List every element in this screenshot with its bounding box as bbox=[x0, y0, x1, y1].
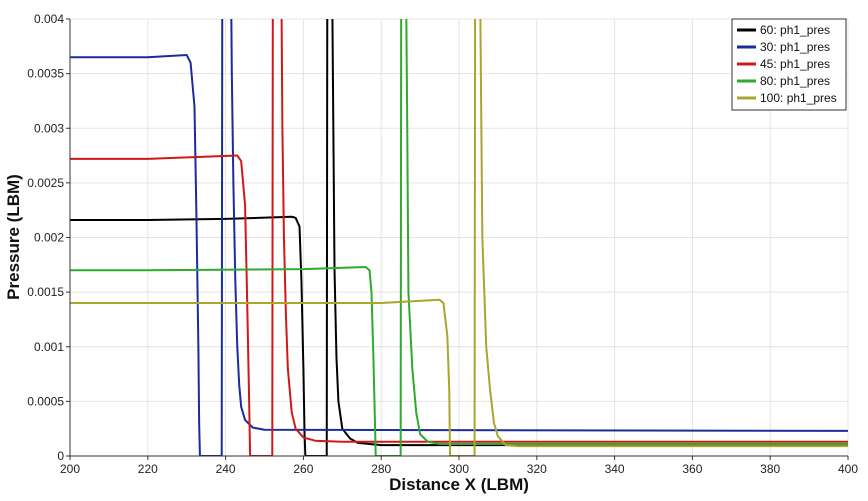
y-axis-title: Pressure (LBM) bbox=[4, 174, 23, 300]
y-tick-label: 0.003 bbox=[34, 121, 64, 135]
y-tick-label: 0.004 bbox=[34, 12, 64, 26]
y-tick-label: 0.0025 bbox=[27, 176, 64, 190]
x-tick-label: 260 bbox=[293, 462, 313, 476]
series-line-2 bbox=[70, 19, 848, 456]
x-axis-title: Distance X (LBM) bbox=[389, 475, 529, 494]
x-tick-label: 240 bbox=[216, 462, 236, 476]
x-tick-label: 340 bbox=[605, 462, 625, 476]
x-tick-label: 220 bbox=[138, 462, 158, 476]
series-group bbox=[70, 19, 848, 456]
tick-labels: 200 220 240 260 280 300 320 340 360 380 400 0 0.0005… bbox=[27, 12, 858, 476]
legend-label-0: 60: ph1_pres bbox=[760, 23, 830, 37]
y-tick-label: 0.0005 bbox=[27, 394, 64, 408]
y-tick-label: 0.0035 bbox=[27, 67, 64, 81]
legend: 60: ph1_pres 30: ph1_pres 45: ph1_pres 80: … bbox=[731, 18, 847, 111]
y-tick-label: 0.0015 bbox=[27, 285, 64, 299]
x-tick-label: 360 bbox=[682, 462, 702, 476]
legend-label-4: 100: ph1_pres bbox=[760, 91, 837, 105]
x-tick-label: 400 bbox=[838, 462, 858, 476]
y-tick-label: 0.002 bbox=[34, 231, 64, 245]
legend-label-1: 30: ph1_pres bbox=[760, 40, 830, 54]
legend-label-3: 80: ph1_pres bbox=[760, 74, 830, 88]
x-tick-label: 280 bbox=[371, 462, 391, 476]
axes bbox=[66, 18, 849, 460]
series-line-0 bbox=[70, 19, 848, 456]
x-tick-label: 200 bbox=[60, 462, 80, 476]
x-tick-label: 380 bbox=[760, 462, 780, 476]
grid bbox=[69, 18, 849, 457]
series-line-1 bbox=[70, 19, 848, 456]
x-tick-label: 300 bbox=[449, 462, 469, 476]
x-tick-label: 320 bbox=[527, 462, 547, 476]
y-tick-label: 0 bbox=[57, 449, 64, 463]
series-line-3 bbox=[70, 19, 848, 456]
y-tick-label: 0.001 bbox=[34, 340, 64, 354]
series-line-4 bbox=[70, 19, 848, 456]
legend-label-2: 45: ph1_pres bbox=[760, 57, 830, 71]
